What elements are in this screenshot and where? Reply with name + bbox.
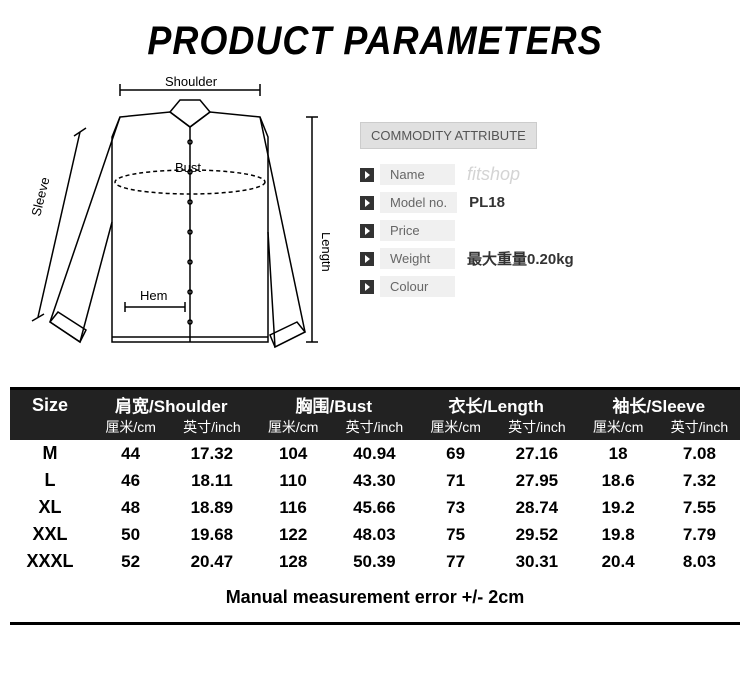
label-sleeve: Sleeve xyxy=(28,176,52,218)
data-cell: 30.31 xyxy=(496,552,577,572)
col-shoulder: 肩宽/Shoulder xyxy=(90,390,253,417)
data-cell: 19.8 xyxy=(578,525,659,545)
arrow-icon xyxy=(360,280,374,294)
data-cell: 18.6 xyxy=(578,471,659,491)
data-cell: 28.74 xyxy=(496,498,577,518)
table-row: XL4818.8911645.667328.7419.27.55 xyxy=(10,494,740,521)
attr-label: Name xyxy=(380,164,455,185)
table-row: XXXL5220.4712850.397730.3120.48.03 xyxy=(10,548,740,575)
data-cell: 17.32 xyxy=(171,444,252,464)
table-row: L4618.1111043.307127.9518.67.32 xyxy=(10,467,740,494)
size-cell: XL xyxy=(10,497,90,518)
label-hem: Hem xyxy=(140,288,167,303)
label-bust: Bust xyxy=(175,160,201,175)
data-cell: 46 xyxy=(90,471,171,491)
attr-label: Model no. xyxy=(380,192,457,213)
data-cell: 8.03 xyxy=(659,552,740,572)
data-cell: 110 xyxy=(253,471,334,491)
attr-row: Weight 最大重量0.20kg xyxy=(360,248,740,269)
attr-row: Colour xyxy=(360,276,740,297)
shirt-diagram: Shoulder Bust Length Sleeve Hem xyxy=(10,72,330,372)
size-cell: M xyxy=(10,443,90,464)
data-cell: 20.4 xyxy=(578,552,659,572)
size-table: Size 肩宽/Shoulder 胸围/Bust 衣长/Length 袖长/Sl… xyxy=(10,387,740,625)
data-cell: 75 xyxy=(415,525,496,545)
attr-row: Price xyxy=(360,220,740,241)
label-shoulder: Shoulder xyxy=(165,74,218,89)
col-bust: 胸围/Bust xyxy=(253,390,416,417)
data-cell: 7.79 xyxy=(659,525,740,545)
arrow-icon xyxy=(360,168,374,182)
data-cell: 116 xyxy=(253,498,334,518)
data-cell: 69 xyxy=(415,444,496,464)
data-cell: 20.47 xyxy=(171,552,252,572)
data-cell: 45.66 xyxy=(334,498,415,518)
size-cell: XXL xyxy=(10,524,90,545)
arrow-icon xyxy=(360,224,374,238)
data-cell: 50 xyxy=(90,525,171,545)
attr-header: COMMODITY ATTRIBUTE xyxy=(360,122,537,149)
data-cell: 27.95 xyxy=(496,471,577,491)
data-cell: 44 xyxy=(90,444,171,464)
data-cell: 18.11 xyxy=(171,471,252,491)
size-cell: XXXL xyxy=(10,551,90,572)
data-cell: 48 xyxy=(90,498,171,518)
attr-row: Model no. PL18 xyxy=(360,192,740,213)
label-length: Length xyxy=(319,232,330,272)
data-cell: 19.2 xyxy=(578,498,659,518)
attr-value: PL18 xyxy=(469,194,505,211)
data-cell: 40.94 xyxy=(334,444,415,464)
attr-row: Name fitshop xyxy=(360,164,740,185)
data-cell: 18 xyxy=(578,444,659,464)
data-cell: 43.30 xyxy=(334,471,415,491)
data-cell: 50.39 xyxy=(334,552,415,572)
data-cell: 29.52 xyxy=(496,525,577,545)
data-cell: 73 xyxy=(415,498,496,518)
data-cell: 71 xyxy=(415,471,496,491)
size-cell: L xyxy=(10,470,90,491)
table-row: M4417.3210440.946927.16187.08 xyxy=(10,440,740,467)
data-cell: 7.08 xyxy=(659,444,740,464)
attr-value: 最大重量0.20kg xyxy=(467,248,574,269)
attr-label: Weight xyxy=(380,248,455,269)
data-cell: 18.89 xyxy=(171,498,252,518)
attr-label: Colour xyxy=(380,276,455,297)
col-length: 衣长/Length xyxy=(415,390,578,417)
attr-value: fitshop xyxy=(467,164,520,185)
data-cell: 19.68 xyxy=(171,525,252,545)
data-cell: 77 xyxy=(415,552,496,572)
col-sleeve: 袖长/Sleeve xyxy=(578,390,741,417)
data-cell: 48.03 xyxy=(334,525,415,545)
data-cell: 27.16 xyxy=(496,444,577,464)
data-cell: 52 xyxy=(90,552,171,572)
col-size: Size xyxy=(10,390,90,417)
attribute-panel: COMMODITY ATTRIBUTE Name fitshop Model no.… xyxy=(360,72,740,304)
data-cell: 7.32 xyxy=(659,471,740,491)
measurement-note: Manual measurement error +/- 2cm xyxy=(10,587,740,608)
data-cell: 7.55 xyxy=(659,498,740,518)
data-cell: 104 xyxy=(253,444,334,464)
page-title: PRODUCT PARAMETERS xyxy=(10,18,740,64)
arrow-icon xyxy=(360,252,374,266)
table-row: XXL5019.6812248.037529.5219.87.79 xyxy=(10,521,740,548)
arrow-icon xyxy=(360,196,374,210)
attr-label: Price xyxy=(380,220,455,241)
data-cell: 128 xyxy=(253,552,334,572)
data-cell: 122 xyxy=(253,525,334,545)
